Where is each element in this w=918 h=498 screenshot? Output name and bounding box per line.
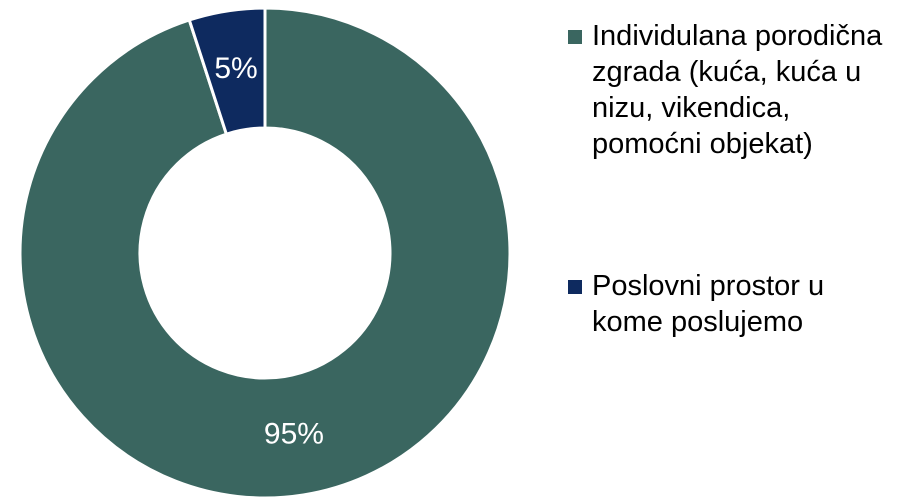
data-label: 5%	[214, 52, 257, 85]
data-label: 95%	[264, 418, 324, 451]
legend-entry: Poslovni prostor u kome poslujemo	[568, 268, 897, 340]
donut-slice	[187, 6, 267, 137]
donut-slice	[18, 6, 512, 498]
legend-label: Poslovni prostor u kome poslujemo	[592, 270, 825, 338]
legend-swatch	[568, 280, 582, 294]
legend-swatch	[568, 30, 582, 44]
legend-label: Individulana porodična zgrada (kuća, kuć…	[592, 20, 883, 160]
legend-entry: Individulana porodična zgrada (kuća, kuć…	[568, 18, 897, 162]
legend: Individulana porodična zgrada (kuća, kuć…	[568, 18, 908, 340]
